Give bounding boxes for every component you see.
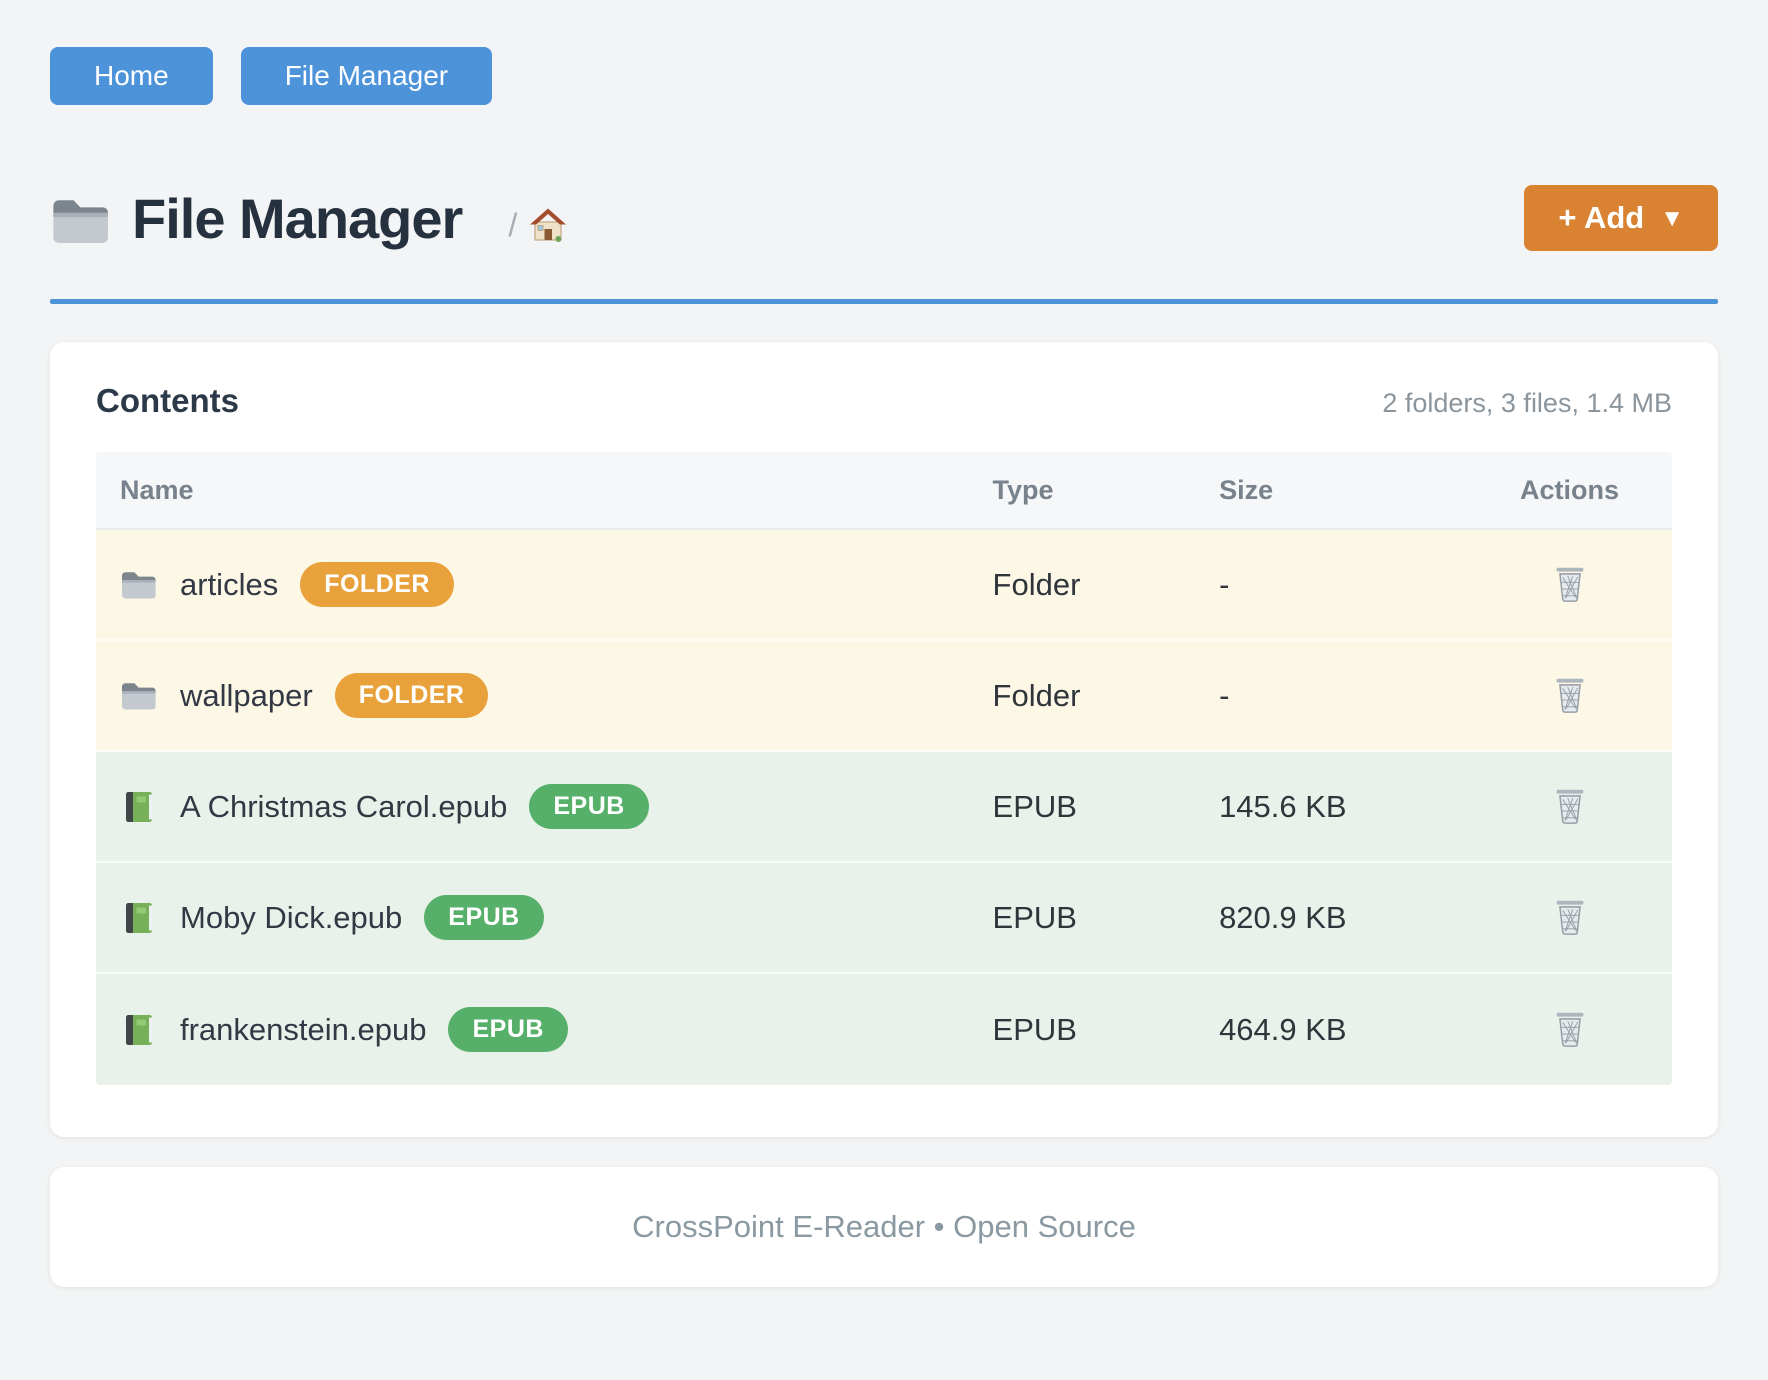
row-type: Folder [992,677,1081,713]
table-row[interactable]: frankenstein.epub EPUB EPUB 464.9 KB [96,974,1672,1085]
top-nav: Home File Manager [50,47,1718,105]
nav-home-button[interactable]: Home [50,47,213,105]
add-button-label: + Add [1558,200,1645,235]
row-type: Folder [992,566,1081,602]
trash-icon [1555,1012,1584,1047]
row-name-cell[interactable]: wallpaper FOLDER [96,673,979,718]
row-name: articles [180,566,279,602]
row-type: EPUB [992,899,1077,935]
breadcrumb: / [508,207,567,244]
row-name: wallpaper [180,677,313,713]
table-row[interactable]: Moby Dick.epub EPUB EPUB 820.9 KB [96,863,1672,974]
row-name-cell[interactable]: A Christmas Carol.epub EPUB [96,784,979,829]
chevron-down-icon: ▼ [1660,205,1684,232]
row-size: - [1219,566,1230,602]
footer-card: CrossPoint E-Reader • Open Source [50,1167,1718,1287]
title-group: File Manager / [50,186,1524,251]
row-name-cell[interactable]: frankenstein.epub EPUB [96,1007,979,1052]
folder-icon [53,200,108,243]
folder-icon [122,571,156,598]
contents-card: Contents 2 folders, 3 files, 1.4 MB Name… [50,342,1718,1137]
trash-icon [1555,900,1584,935]
contents-summary: 2 folders, 3 files, 1.4 MB [1382,388,1672,418]
row-name-cell[interactable]: articles FOLDER [96,562,979,607]
row-name: A Christmas Carol.epub [180,788,508,824]
row-size: 464.9 KB [1219,1011,1347,1047]
row-name: Moby Dick.epub [180,899,403,935]
table-row[interactable]: wallpaper FOLDER Folder - [96,641,1672,752]
row-type: EPUB [992,788,1077,824]
row-size: 820.9 KB [1219,899,1347,935]
row-size: 145.6 KB [1219,788,1347,824]
book-icon [126,1014,152,1045]
column-header-name: Name [120,474,194,505]
contents-card-header: Contents 2 folders, 3 files, 1.4 MB [96,382,1672,420]
delete-button[interactable] [1547,561,1593,607]
row-name-cell[interactable]: Moby Dick.epub EPUB [96,895,979,940]
row-size: - [1219,677,1230,713]
table-row[interactable]: articles FOLDER Folder - [96,530,1672,641]
table-row[interactable]: A Christmas Carol.epub EPUB EPUB 145.6 K… [96,752,1672,863]
row-badge: FOLDER [334,673,489,718]
delete-button[interactable] [1547,894,1593,940]
row-badge: EPUB [448,1007,568,1052]
trash-icon [1555,678,1584,713]
book-icon [126,902,152,933]
row-type: EPUB [992,1011,1077,1047]
home-icon[interactable] [529,207,567,243]
table-header-row: Name Type Size Actions [96,452,1672,530]
trash-icon [1555,567,1584,602]
page-header: File Manager / + Add ▼ [50,185,1718,251]
table-body: articles FOLDER Folder - wallpaper FOLDE… [96,530,1672,1085]
trash-icon [1555,789,1584,824]
breadcrumb-separator: / [508,206,518,243]
row-badge: EPUB [424,895,544,940]
header-divider [50,299,1718,304]
file-manager-page: Home File Manager File Manager / + Add ▼… [50,47,1718,1287]
column-header-actions: Actions [1520,474,1620,505]
delete-button[interactable] [1547,672,1593,718]
add-button[interactable]: + Add ▼ [1524,185,1718,251]
delete-button[interactable] [1547,783,1593,829]
book-icon [126,791,152,822]
page-title: File Manager [132,186,463,250]
footer-text: CrossPoint E-Reader • Open Source [632,1209,1136,1244]
row-badge: EPUB [529,784,649,829]
row-name: frankenstein.epub [180,1011,427,1047]
contents-title: Contents [96,382,239,419]
file-table: Name Type Size Actions articles FOLDER F… [96,452,1672,1085]
nav-file-manager-button[interactable]: File Manager [240,47,493,105]
column-header-size: Size [1219,474,1274,505]
column-header-type: Type [992,474,1054,505]
folder-icon [122,682,156,709]
row-badge: FOLDER [300,562,454,607]
delete-button[interactable] [1547,1006,1593,1052]
